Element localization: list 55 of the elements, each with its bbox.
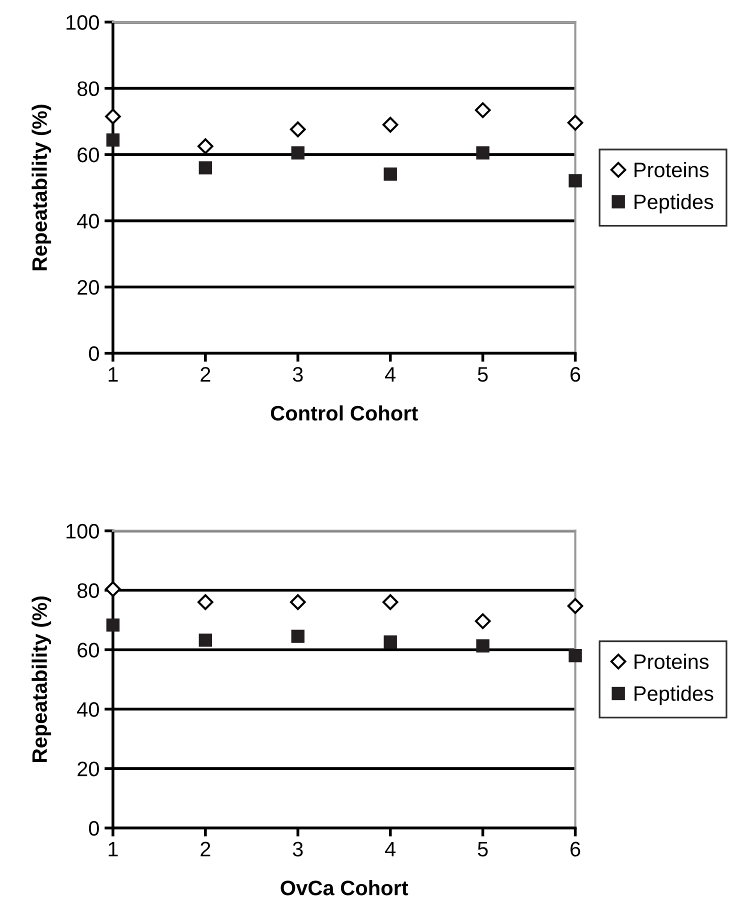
point (382, 116, 398, 133)
point (384, 168, 397, 181)
point (198, 161, 212, 174)
x-tick-label: 4 (385, 842, 396, 856)
x-tick-label: 5 (478, 367, 488, 382)
x-tick-label: 2 (200, 842, 210, 856)
point (474, 102, 491, 118)
y-tick-label: 100 (66, 524, 99, 539)
y-axis-title: Repeatability (%) (32, 596, 52, 762)
x-tick-label: 6 (570, 367, 580, 382)
x-tick-label: 4 (385, 367, 396, 382)
point (567, 114, 584, 131)
x-tick-label: 2 (200, 367, 210, 382)
y-tick-label: 40 (77, 214, 99, 229)
legend-label: Peptides (634, 686, 714, 706)
point (106, 133, 120, 147)
x-tick-label: 3 (292, 367, 303, 382)
legend-label: Peptides (634, 194, 714, 214)
x-tick-label: 5 (478, 842, 488, 856)
point (567, 598, 584, 614)
y-tick-label: 60 (78, 642, 99, 658)
point (568, 649, 582, 662)
point (384, 635, 397, 649)
y-tick-label: 0 (88, 346, 99, 362)
point (476, 639, 490, 652)
point (105, 108, 121, 124)
x-tick-label: 1 (108, 842, 118, 856)
y-tick-label: 40 (77, 702, 99, 717)
legend-label: Proteins (634, 654, 709, 670)
x-tick-label: 6 (570, 842, 580, 856)
point (291, 146, 304, 160)
x-tick-label: 3 (292, 842, 303, 856)
y-axis-title: Repeatability (%) (32, 104, 52, 270)
point (474, 613, 491, 630)
point (290, 121, 306, 138)
point (568, 174, 582, 188)
x-axis-title: Control Cohort (270, 405, 418, 421)
x-tick-label: 1 (108, 367, 118, 382)
y-tick-label: 80 (77, 81, 99, 96)
point (382, 594, 398, 610)
y-tick-label: 80 (77, 583, 99, 598)
point (291, 630, 304, 643)
point (198, 634, 212, 647)
point (290, 594, 306, 610)
x-axis-title: OvCa Cohort (280, 880, 408, 896)
point (106, 618, 120, 632)
legend-label: Proteins (634, 162, 709, 178)
y-tick-label: 100 (66, 15, 99, 30)
point (198, 138, 214, 154)
point (198, 594, 214, 610)
y-tick-label: 0 (88, 821, 99, 836)
y-tick-label: 20 (78, 280, 99, 295)
y-tick-label: 60 (78, 148, 99, 162)
point (476, 146, 490, 160)
y-tick-label: 20 (78, 762, 99, 776)
